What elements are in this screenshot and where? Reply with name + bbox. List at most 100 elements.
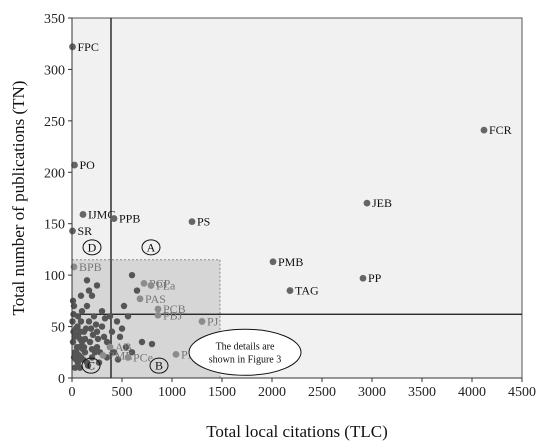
y-axis-title: Total number of publications (TN) (9, 81, 28, 316)
cluster-point (108, 328, 116, 335)
point-label-pas: PAS (145, 292, 166, 306)
cluster-point (106, 313, 114, 320)
cluster-point (83, 302, 91, 310)
data-point-ab (106, 343, 114, 351)
x-tick-label: 4500 (508, 385, 536, 400)
cluster-point (98, 307, 106, 315)
point-label-ab: AB (115, 340, 132, 354)
data-point-fcr (480, 126, 488, 134)
cluster-point (128, 349, 136, 356)
point-label-ppb: PPB (119, 212, 140, 226)
cluster-point (85, 318, 93, 325)
point-label-pcp: PCP (149, 276, 171, 290)
point-label-pbj: PBJ (163, 308, 183, 322)
data-point-pj (198, 318, 206, 325)
data-point-ps (188, 218, 196, 226)
data-point-pce (124, 354, 132, 361)
cluster-point (118, 325, 126, 332)
cluster-point (71, 364, 79, 371)
cluster-point (74, 323, 81, 330)
y-tick-label: 350 (44, 12, 65, 27)
cluster-point (101, 315, 109, 322)
point-label-ijmc: IJMC (88, 207, 115, 221)
cluster-point (113, 318, 121, 325)
point-label-pcb: PCB (163, 302, 186, 316)
cluster-point (110, 349, 118, 356)
x-tick-label: 1000 (158, 385, 186, 400)
y-tick-label: 50 (51, 321, 65, 336)
cluster-point (87, 325, 95, 332)
region-label-a: A (147, 240, 156, 254)
cluster-point (77, 328, 84, 335)
cluster-point (91, 349, 99, 356)
point-label-bpb: BPB (79, 260, 102, 274)
x-tick-label: 3500 (408, 385, 436, 400)
point-label-pp: PP (368, 271, 382, 285)
cluster-point (124, 313, 132, 320)
point-label-pla: PLa (156, 278, 176, 292)
x-tick-label: 3000 (358, 385, 386, 400)
data-point-pbj (154, 311, 162, 319)
data-point-tag (286, 287, 294, 294)
point-label-jeb: JEB (372, 196, 392, 210)
cluster-point (116, 333, 124, 341)
region-label-d: D (88, 240, 97, 254)
cluster-point (83, 277, 91, 284)
cluster-point (114, 356, 122, 363)
data-point-pas (136, 295, 144, 303)
data-point-ijmc (79, 211, 87, 218)
x-tick-label: 2500 (308, 385, 336, 400)
x-tick-label: 2000 (258, 385, 286, 400)
point-label-pj: PJ (207, 314, 219, 328)
cluster-point (81, 335, 89, 343)
y-tick-label: 250 (44, 115, 65, 130)
region-label-b: B (155, 359, 163, 373)
region-label-c: C (87, 359, 95, 373)
annotation-text-line: shown in Figure 3 (209, 354, 282, 365)
y-tick-label: 300 (44, 63, 65, 78)
data-point-pme (99, 351, 107, 359)
cluster-point (74, 313, 82, 320)
x-tick-label: 1500 (208, 385, 236, 400)
x-tick-label: 500 (112, 385, 133, 400)
data-point-jeb (363, 199, 371, 207)
y-tick-label: 0 (58, 372, 65, 387)
cluster-point (69, 338, 77, 346)
cluster-point (94, 335, 102, 343)
data-point-ppb (110, 215, 118, 222)
cluster-point (93, 343, 101, 351)
cluster-point (90, 313, 98, 320)
data-point-pcb (154, 305, 162, 313)
data-point-pmb (269, 258, 277, 266)
cluster-point (120, 302, 128, 310)
cluster-point (133, 287, 141, 294)
point-label-fpc: FPC (78, 40, 99, 54)
cluster-point (88, 292, 96, 299)
cluster-point (92, 321, 100, 328)
cluster-point (98, 323, 106, 330)
cluster-point (70, 328, 77, 335)
cluster-point (103, 338, 111, 346)
cluster-point (100, 333, 108, 341)
point-label-fcr: FCR (489, 123, 512, 137)
cluster-point (88, 354, 96, 361)
point-label-pmb: PMB (278, 255, 303, 269)
data-point-pla (147, 282, 155, 289)
cluster-point (93, 282, 101, 289)
cluster-point (85, 287, 93, 294)
y-tick-label: 200 (44, 166, 65, 181)
cluster-point (89, 331, 97, 338)
region-circle-a (141, 239, 161, 256)
point-label-sr: SR (78, 224, 93, 238)
cluster-point (148, 340, 156, 348)
region-circle-b (149, 357, 169, 374)
cluster-point (128, 271, 136, 279)
cluster-point (84, 362, 92, 369)
cluster-point (138, 338, 146, 346)
region-circle-d (82, 239, 102, 256)
cluster-point (122, 343, 130, 351)
point-label-tag: TAG (295, 284, 319, 298)
cluster-point (73, 349, 80, 356)
x-tick-label: 0 (69, 385, 76, 400)
